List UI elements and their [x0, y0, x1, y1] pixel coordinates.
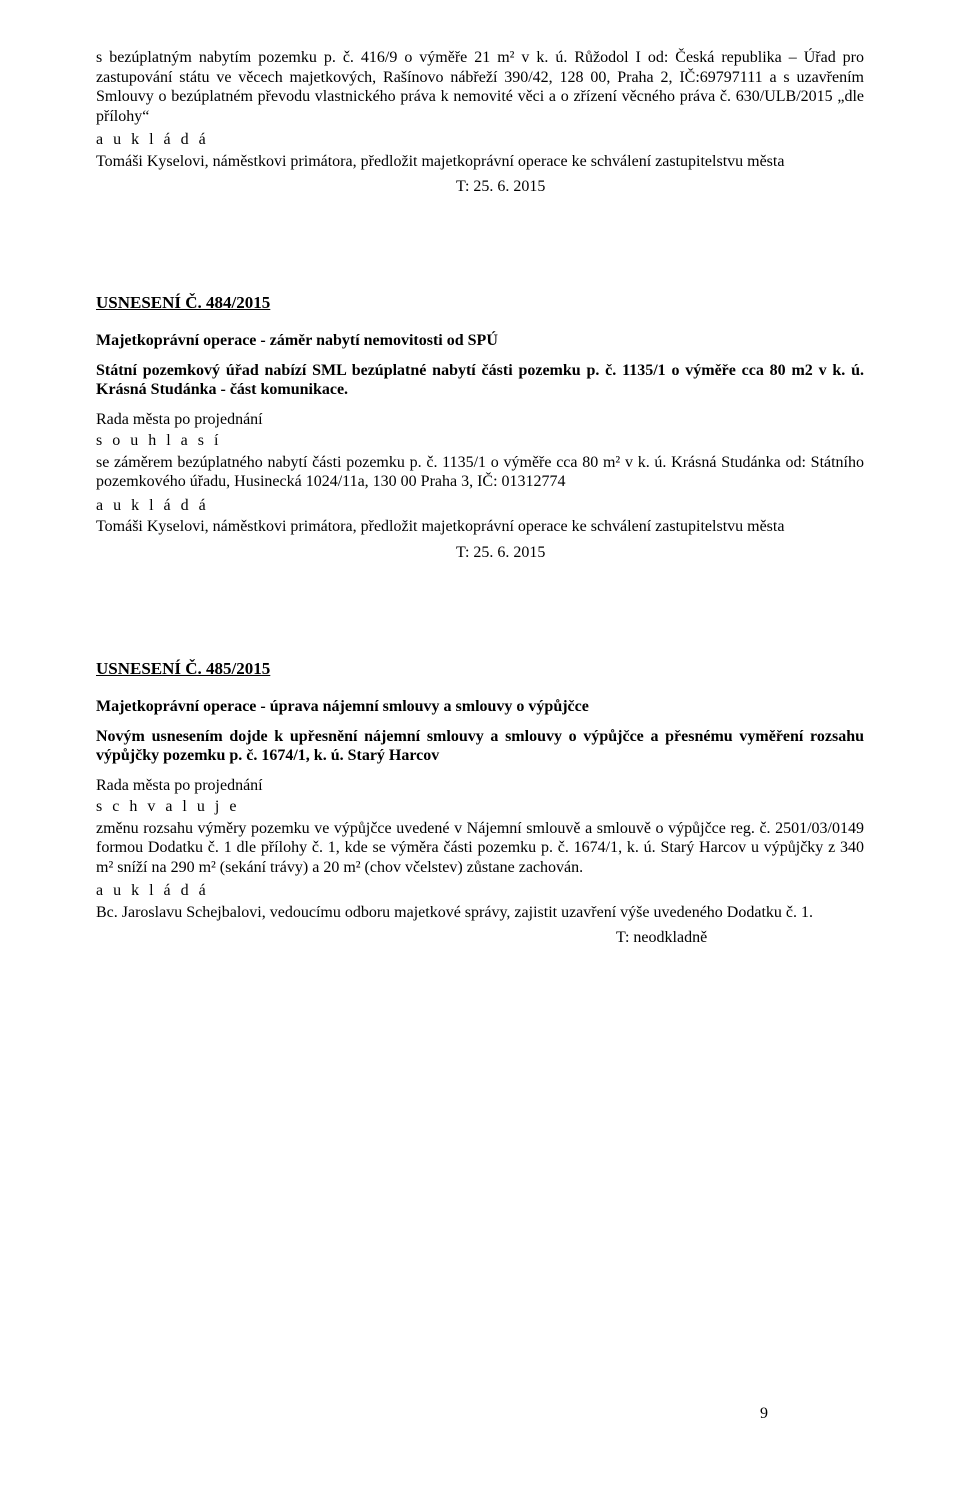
intro-term: T: 25. 6. 2015: [456, 177, 864, 197]
intro-uklada: a u k l á d á: [96, 130, 864, 150]
heading-484: USNESENÍ Č. 484/2015: [96, 293, 864, 314]
bold-485: Novým usnesením dojde k upřesnění nájemn…: [96, 727, 864, 766]
section-gap: [96, 563, 864, 659]
p2-484: se záměrem bezúplatného nabytí části poz…: [96, 453, 864, 492]
souhlasi-484: s o u h l a s í: [96, 431, 864, 451]
p1-485: Rada města po projednání: [96, 776, 864, 796]
subheading-484: Majetkoprávní operace - záměr nabytí nem…: [96, 331, 864, 351]
intro-paragraph-1: s bezúplatným nabytím pozemku p. č. 416/…: [96, 48, 864, 126]
bold-484: Státní pozemkový úřad nabízí SML bezúpla…: [96, 361, 864, 400]
term-485: T: neodkladně: [616, 928, 864, 948]
intro-paragraph-2: Tomáši Kyselovi, náměstkovi primátora, p…: [96, 152, 864, 172]
p2-485: změnu rozsahu výměry pozemku ve výpůjčce…: [96, 819, 864, 878]
subheading-485: Majetkoprávní operace - úprava nájemní s…: [96, 697, 864, 717]
page-number: 9: [760, 1404, 768, 1424]
term-484: T: 25. 6. 2015: [456, 543, 864, 563]
p3-485: Bc. Jaroslavu Schejbalovi, vedoucímu odb…: [96, 903, 864, 923]
p3-484: Tomáši Kyselovi, náměstkovi primátora, p…: [96, 517, 864, 537]
section-gap: [96, 197, 864, 293]
p1-484: Rada města po projednání: [96, 410, 864, 430]
heading-485: USNESENÍ Č. 485/2015: [96, 659, 864, 680]
document-body: s bezúplatným nabytím pozemku p. č. 416/…: [96, 48, 864, 1448]
uklada-485: a u k l á d á: [96, 881, 864, 901]
uklada-484: a u k l á d á: [96, 496, 864, 516]
schvaluje-485: s c h v a l u j e: [96, 797, 864, 817]
